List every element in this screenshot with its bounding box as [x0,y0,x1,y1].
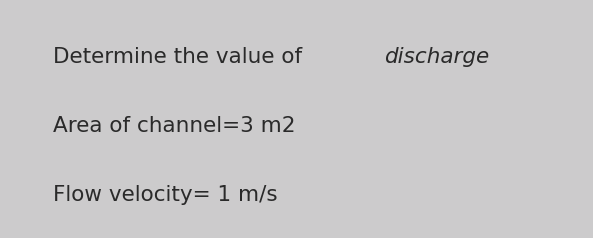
Text: discharge: discharge [384,47,489,67]
Text: Determine the value of: Determine the value of [53,47,310,67]
Text: Area of channel=3 m2: Area of channel=3 m2 [53,116,296,136]
Text: Flow velocity= 1 m/s: Flow velocity= 1 m/s [53,185,278,205]
